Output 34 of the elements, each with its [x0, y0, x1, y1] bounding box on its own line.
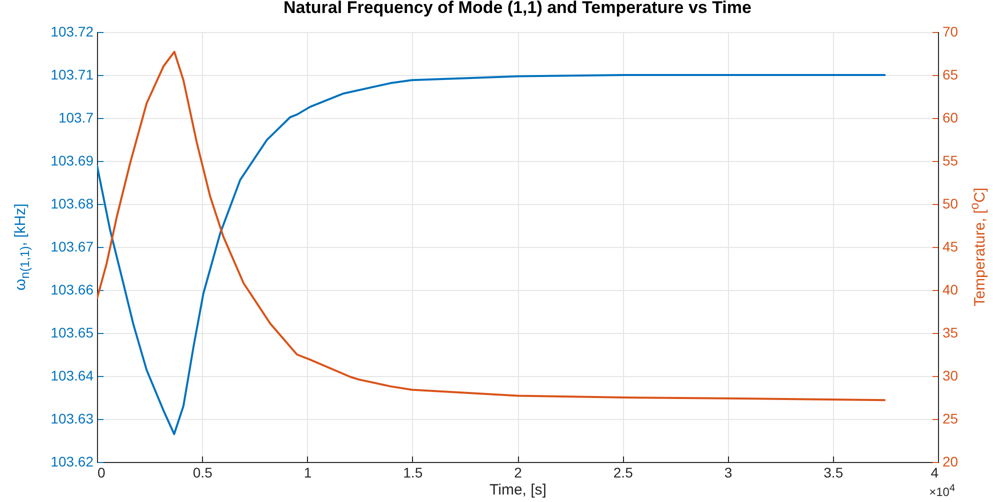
y-tick-label: 103.63	[50, 410, 94, 426]
y2-tick-label: 40	[942, 282, 958, 298]
x-axis-title: Time, [s]	[490, 482, 546, 498]
y2-tick-label: 50	[942, 196, 958, 212]
y-tick-label: 103.7	[58, 110, 94, 126]
y-tick-label: 103.72	[50, 24, 94, 40]
y2-tick-label: 45	[942, 238, 958, 254]
x-tick-label: 3	[724, 464, 732, 480]
y2-tick-label: 35	[942, 324, 958, 340]
y-tick-label: 103.65	[50, 324, 94, 340]
y2-tick-label: 60	[942, 110, 958, 126]
x-tick-label: 0	[98, 464, 106, 480]
y-tick-label: 103.62	[50, 454, 94, 470]
y-tick-label: 103.66	[50, 282, 94, 298]
y2-tick-label: 55	[942, 152, 958, 168]
x-tick-label: 2.5	[613, 464, 634, 480]
y-tick-label: 103.67	[50, 238, 94, 254]
x-tick-label: 0.5	[192, 464, 213, 480]
text: ×10$^{4}$	[929, 483, 955, 499]
y2-tick-label: 20	[942, 454, 958, 470]
y2-tick-label: 30	[942, 368, 958, 384]
y-tick-label: 103.68	[50, 196, 94, 212]
y-tick-label: 103.71	[50, 66, 94, 82]
chart-title: Natural Frequency of Mode (1,1) and Temperature vs Time	[284, 0, 752, 17]
y2-tick-label: 65	[942, 66, 958, 82]
x-tick-label: 1.5	[403, 464, 423, 480]
x-tick-label: 3.5	[824, 464, 844, 480]
x-tick-label: 1	[304, 464, 312, 480]
y-tick-label: 103.64	[50, 368, 94, 384]
y2-tick-label: 70	[942, 24, 958, 40]
x-tick-label: 2	[514, 464, 522, 480]
x-tick-label: 4	[930, 464, 939, 480]
y2-tick-label: 25	[942, 410, 958, 426]
y-tick-label: 103.69	[50, 152, 94, 168]
